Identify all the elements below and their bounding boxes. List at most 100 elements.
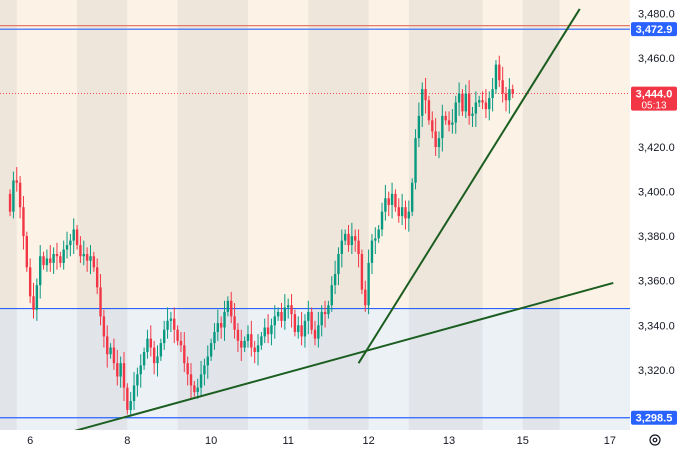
time-axis-panel[interactable] bbox=[0, 430, 630, 450]
candle-body bbox=[451, 122, 454, 125]
candle-body bbox=[146, 338, 149, 353]
candle-body bbox=[109, 347, 112, 355]
date-tick-label: 15 bbox=[517, 435, 529, 447]
candle-body bbox=[404, 207, 407, 219]
candle-body bbox=[136, 374, 139, 386]
candle-body bbox=[62, 249, 65, 263]
date-tick-label: 11 bbox=[282, 435, 293, 447]
candle-body bbox=[441, 115, 444, 139]
candle-body bbox=[384, 198, 387, 212]
candle-body bbox=[313, 329, 317, 339]
candle-body bbox=[350, 236, 354, 246]
candle-body bbox=[263, 327, 266, 337]
candle-body bbox=[226, 300, 230, 312]
candle-body bbox=[488, 98, 491, 110]
candle-body bbox=[397, 207, 400, 217]
candle-body bbox=[501, 80, 504, 94]
candle-body bbox=[354, 236, 357, 241]
candle-body bbox=[374, 238, 377, 241]
day-band-2 bbox=[77, 0, 128, 430]
price-tick-label: 3,400.0 bbox=[638, 187, 675, 199]
price-badges: 3,472.9 3,298.5 3,444.005:13 bbox=[631, 22, 677, 425]
date-tick-label: 6 bbox=[27, 435, 33, 447]
candle-body bbox=[417, 115, 421, 139]
candle-body bbox=[18, 182, 22, 208]
candle-body bbox=[75, 229, 79, 246]
candle-body bbox=[32, 296, 35, 310]
candle-body bbox=[216, 323, 220, 332]
candle-body bbox=[437, 138, 441, 148]
candle-body bbox=[12, 180, 15, 212]
candle-body bbox=[454, 102, 457, 123]
candle-body bbox=[407, 211, 411, 219]
candle-body bbox=[169, 318, 173, 321]
candle-body bbox=[273, 316, 276, 326]
candle-body bbox=[310, 311, 313, 330]
candle-body bbox=[327, 305, 330, 315]
candle-body bbox=[434, 131, 437, 148]
candle-body bbox=[260, 336, 263, 346]
candle-body bbox=[196, 387, 199, 393]
candle-body bbox=[478, 100, 481, 103]
day-band-8 bbox=[408, 0, 483, 430]
price-axis: 3,320.0 3,340.0 3,360.0 3,380.0 3,400.0 3,420… bbox=[638, 8, 675, 376]
candle-body bbox=[213, 331, 216, 344]
candle-body bbox=[209, 343, 213, 357]
candle-body bbox=[139, 365, 142, 375]
candle-body bbox=[410, 182, 414, 212]
candle-body bbox=[52, 253, 55, 263]
resistance-badge bbox=[631, 22, 677, 37]
candle-body bbox=[367, 262, 370, 306]
candle-body bbox=[394, 193, 397, 208]
day-band-10 bbox=[522, 0, 560, 430]
upper-zone bbox=[0, 0, 630, 309]
settings-icon[interactable] bbox=[649, 434, 661, 446]
candlestick-series bbox=[8, 55, 514, 417]
candle-body bbox=[156, 356, 159, 364]
candle-body bbox=[421, 89, 424, 116]
candle-body bbox=[286, 305, 290, 308]
candle-body bbox=[343, 233, 347, 241]
candle-body bbox=[15, 180, 18, 183]
candle-body bbox=[357, 240, 360, 254]
candle-body bbox=[276, 311, 280, 317]
candle-body bbox=[360, 253, 364, 290]
resistance-badge-label: 3,472.9 bbox=[636, 24, 673, 36]
candle-body bbox=[230, 300, 233, 317]
candle-body bbox=[303, 320, 307, 337]
candle-body bbox=[498, 64, 501, 81]
candle-body bbox=[69, 240, 72, 246]
candle-body bbox=[102, 316, 106, 337]
last-price-badge bbox=[631, 86, 677, 111]
candle-body bbox=[461, 93, 464, 112]
price-tick-label: 3,480.0 bbox=[638, 8, 675, 20]
candle-body bbox=[317, 325, 320, 339]
candle-body bbox=[300, 325, 303, 337]
price-axis-panel[interactable] bbox=[630, 0, 680, 430]
candle-body bbox=[142, 352, 146, 366]
trendlines bbox=[53, 8, 614, 438]
candle-body bbox=[320, 311, 323, 326]
candle-body bbox=[65, 245, 69, 250]
candle-body bbox=[377, 229, 380, 239]
candle-body bbox=[424, 89, 427, 101]
candle-body bbox=[163, 329, 166, 344]
candle-body bbox=[45, 258, 49, 266]
candle-body bbox=[504, 93, 508, 101]
candle-body bbox=[122, 363, 126, 388]
candle-body bbox=[484, 102, 488, 110]
date-tick-label: 10 bbox=[205, 435, 217, 447]
day-band-0 bbox=[0, 0, 17, 430]
candle-body bbox=[370, 240, 374, 263]
candle-body bbox=[337, 253, 340, 275]
candle-body bbox=[290, 305, 293, 315]
candle-body bbox=[508, 89, 511, 101]
time-axis: 6 8 10 11 12 13 15 17 bbox=[27, 435, 616, 447]
candle-body bbox=[387, 198, 390, 205]
candle-body bbox=[266, 327, 270, 335]
candle-body bbox=[79, 245, 82, 257]
candle-body bbox=[189, 374, 193, 386]
last-price-badge-label: 3,444.0 bbox=[636, 89, 673, 101]
candle-body bbox=[347, 233, 350, 246]
